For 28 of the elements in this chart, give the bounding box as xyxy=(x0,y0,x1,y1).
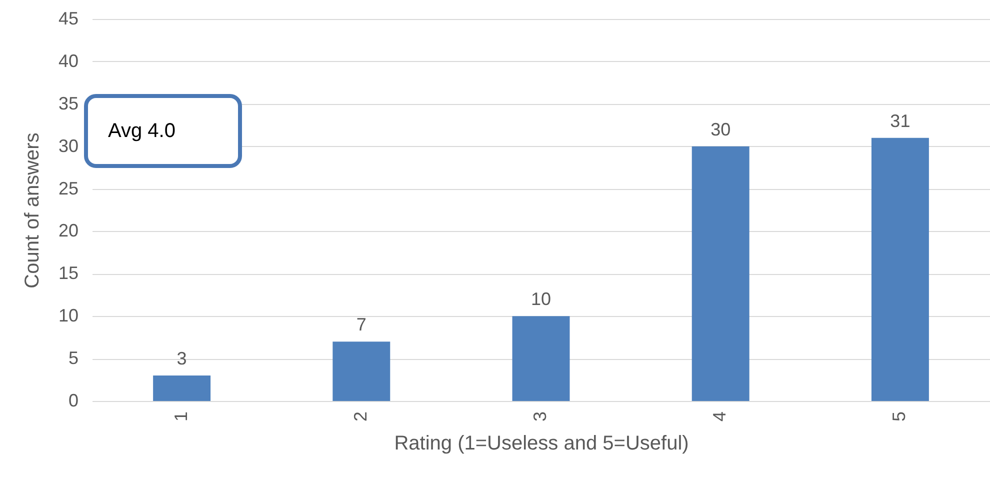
y-tick-label: 40 xyxy=(58,50,78,71)
y-axis-title: Count of answers xyxy=(21,132,44,288)
y-tick-label: 15 xyxy=(58,263,78,284)
y-tick-label: 5 xyxy=(68,348,78,368)
x-tick-label: 2 xyxy=(350,412,370,422)
note-box: Avg 4.0 xyxy=(84,94,242,168)
y-tick-label: 10 xyxy=(58,306,78,326)
data-label: 30 xyxy=(710,119,731,140)
bar xyxy=(871,138,929,401)
y-tick-label: 0 xyxy=(68,390,78,410)
y-tick-label: 30 xyxy=(58,136,78,156)
data-label: 10 xyxy=(530,289,552,310)
data-label: 7 xyxy=(356,314,366,335)
bar xyxy=(512,316,570,401)
x-tick-label: 3 xyxy=(530,412,550,422)
y-tick-label: 35 xyxy=(58,93,78,114)
x-tick-label: 5 xyxy=(889,412,910,422)
x-tick-label: 1 xyxy=(170,412,191,422)
x-axis-title: Rating (1=Useless and 5=Useful) xyxy=(394,432,689,455)
bar xyxy=(692,146,750,401)
y-tick-label: 45 xyxy=(58,8,78,28)
bar xyxy=(332,342,390,401)
data-label: 3 xyxy=(176,348,187,369)
y-tick-label: 25 xyxy=(58,178,78,198)
x-tick-label: 4 xyxy=(710,412,730,422)
data-label: 31 xyxy=(890,110,910,131)
bar xyxy=(153,376,211,401)
y-tick-label: 20 xyxy=(58,220,78,241)
